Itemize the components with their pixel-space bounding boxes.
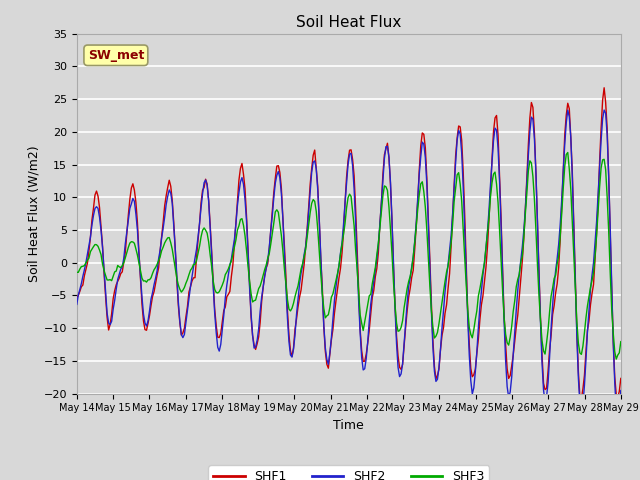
SHF3 xyxy=(612,356,620,362)
SHF1 xyxy=(253,341,261,347)
SHF2 xyxy=(73,301,81,307)
SHF2 xyxy=(617,388,625,394)
SHF1 xyxy=(73,295,81,300)
SHF3 xyxy=(617,339,625,345)
SHF3 xyxy=(235,223,243,228)
Line: SHF1: SHF1 xyxy=(77,88,621,398)
SHF1 xyxy=(140,318,147,324)
SHF1 xyxy=(311,147,319,153)
SHF3 xyxy=(311,198,319,204)
Line: SHF2: SHF2 xyxy=(77,110,621,416)
SHF2 xyxy=(140,311,147,317)
SHF3 xyxy=(253,291,261,297)
SHF3 xyxy=(140,278,147,284)
X-axis label: Time: Time xyxy=(333,419,364,432)
SHF2 xyxy=(235,190,243,195)
SHF1 xyxy=(588,291,596,297)
SHF1 xyxy=(577,396,585,401)
SHF3 xyxy=(73,269,81,275)
SHF3 xyxy=(588,277,596,283)
Legend: SHF1, SHF2, SHF3: SHF1, SHF2, SHF3 xyxy=(209,465,489,480)
SHF2 xyxy=(262,265,270,271)
Text: SW_met: SW_met xyxy=(88,49,144,62)
SHF1 xyxy=(600,85,608,91)
Title: Soil Heat Flux: Soil Heat Flux xyxy=(296,15,401,30)
SHF1 xyxy=(617,375,625,381)
SHF2 xyxy=(587,287,595,292)
Line: SHF3: SHF3 xyxy=(77,153,621,359)
SHF2 xyxy=(614,413,621,419)
SHF2 xyxy=(253,337,261,343)
SHF1 xyxy=(262,265,270,271)
SHF1 xyxy=(235,177,243,183)
Y-axis label: Soil Heat Flux (W/m2): Soil Heat Flux (W/m2) xyxy=(28,145,41,282)
SHF2 xyxy=(600,107,608,113)
SHF2 xyxy=(311,158,319,164)
SHF3 xyxy=(262,262,270,268)
SHF3 xyxy=(564,150,572,156)
